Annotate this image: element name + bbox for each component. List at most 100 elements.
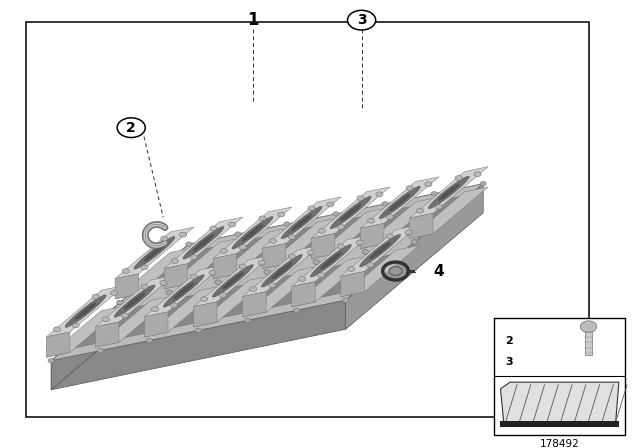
- Polygon shape: [115, 274, 139, 299]
- Polygon shape: [183, 227, 224, 259]
- Circle shape: [333, 212, 339, 216]
- Circle shape: [417, 208, 424, 213]
- Circle shape: [53, 327, 60, 332]
- Circle shape: [210, 226, 217, 231]
- Polygon shape: [193, 276, 272, 327]
- Polygon shape: [312, 187, 390, 238]
- Polygon shape: [340, 204, 361, 221]
- Circle shape: [116, 300, 123, 305]
- Circle shape: [152, 307, 159, 312]
- Circle shape: [284, 222, 290, 226]
- Circle shape: [362, 250, 369, 254]
- Polygon shape: [390, 194, 410, 211]
- Polygon shape: [340, 246, 419, 297]
- Polygon shape: [115, 227, 194, 279]
- Circle shape: [116, 300, 123, 305]
- Circle shape: [382, 202, 388, 206]
- Polygon shape: [312, 233, 335, 258]
- Circle shape: [299, 276, 306, 281]
- Polygon shape: [76, 305, 145, 348]
- Circle shape: [92, 294, 99, 299]
- Polygon shape: [292, 235, 370, 286]
- Circle shape: [337, 224, 344, 229]
- Circle shape: [72, 323, 79, 328]
- Polygon shape: [262, 197, 341, 248]
- Circle shape: [269, 283, 276, 288]
- Circle shape: [356, 240, 363, 245]
- Polygon shape: [243, 224, 263, 241]
- Circle shape: [250, 287, 257, 292]
- Circle shape: [170, 303, 177, 308]
- Polygon shape: [390, 197, 459, 239]
- Circle shape: [161, 236, 168, 241]
- Circle shape: [264, 270, 270, 274]
- Circle shape: [362, 250, 369, 254]
- Polygon shape: [164, 217, 243, 268]
- Polygon shape: [144, 245, 164, 261]
- Circle shape: [480, 181, 486, 186]
- Circle shape: [258, 260, 265, 265]
- Polygon shape: [370, 242, 390, 259]
- Text: 178492: 178492: [540, 439, 580, 448]
- Polygon shape: [321, 255, 390, 297]
- Polygon shape: [410, 213, 433, 238]
- Polygon shape: [261, 254, 302, 287]
- Circle shape: [102, 317, 109, 322]
- Polygon shape: [51, 300, 346, 390]
- Circle shape: [387, 234, 394, 239]
- Polygon shape: [51, 244, 189, 390]
- Circle shape: [48, 358, 54, 363]
- Polygon shape: [410, 167, 488, 218]
- Polygon shape: [193, 302, 217, 327]
- Circle shape: [342, 298, 349, 302]
- Circle shape: [259, 216, 266, 221]
- Polygon shape: [95, 296, 174, 347]
- Polygon shape: [145, 286, 223, 337]
- Polygon shape: [144, 247, 214, 289]
- Circle shape: [405, 230, 412, 235]
- Bar: [500, 421, 619, 427]
- Polygon shape: [193, 255, 272, 306]
- Circle shape: [307, 250, 314, 255]
- Circle shape: [117, 118, 145, 138]
- Polygon shape: [292, 282, 315, 307]
- Polygon shape: [193, 235, 214, 251]
- Polygon shape: [223, 273, 243, 289]
- Polygon shape: [232, 216, 273, 249]
- Polygon shape: [310, 245, 351, 277]
- Circle shape: [122, 313, 129, 318]
- Circle shape: [580, 321, 597, 332]
- Circle shape: [228, 222, 236, 227]
- Polygon shape: [360, 197, 439, 249]
- Polygon shape: [46, 285, 125, 337]
- Polygon shape: [281, 207, 322, 239]
- Text: 2: 2: [506, 336, 513, 346]
- Polygon shape: [213, 207, 292, 258]
- Polygon shape: [213, 254, 237, 279]
- Circle shape: [367, 218, 374, 223]
- Circle shape: [166, 290, 172, 295]
- Circle shape: [166, 290, 172, 295]
- Polygon shape: [173, 285, 243, 327]
- Polygon shape: [95, 322, 119, 347]
- Circle shape: [357, 196, 364, 201]
- Polygon shape: [243, 266, 321, 317]
- Polygon shape: [65, 295, 106, 327]
- Polygon shape: [223, 275, 292, 318]
- Polygon shape: [340, 207, 410, 249]
- Circle shape: [269, 238, 276, 243]
- Polygon shape: [340, 271, 364, 297]
- Circle shape: [190, 255, 197, 260]
- Text: 1: 1: [247, 11, 259, 29]
- Circle shape: [435, 204, 442, 209]
- Circle shape: [141, 284, 148, 289]
- Polygon shape: [271, 263, 292, 279]
- Polygon shape: [262, 217, 341, 269]
- Circle shape: [412, 240, 418, 244]
- Polygon shape: [243, 227, 312, 269]
- Circle shape: [387, 215, 394, 220]
- Bar: [586, 330, 592, 355]
- Polygon shape: [115, 248, 194, 299]
- Polygon shape: [346, 184, 483, 329]
- Circle shape: [97, 349, 104, 353]
